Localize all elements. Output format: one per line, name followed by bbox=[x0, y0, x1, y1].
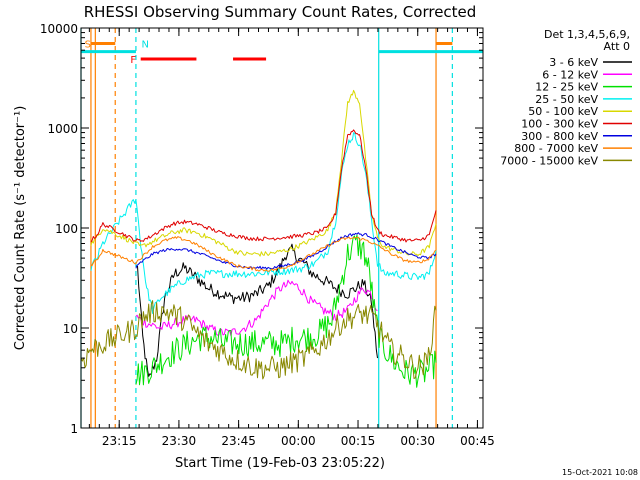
y-tick-label: 10 bbox=[63, 322, 78, 336]
legend-header: Det 1,3,4,5,6,9, bbox=[544, 28, 630, 41]
series-line-3 bbox=[90, 132, 437, 314]
legend-label: 800 - 7000 keV bbox=[514, 142, 598, 155]
series-line-7 bbox=[90, 236, 437, 272]
chart-title: RHESSI Observing Summary Count Rates, Co… bbox=[84, 3, 477, 21]
legend-label: 100 - 300 keV bbox=[521, 118, 598, 131]
series-line-2 bbox=[135, 234, 437, 388]
flag-label: S bbox=[85, 39, 91, 50]
plot-flags: S NF bbox=[81, 39, 483, 66]
legend-label: 7000 - 15000 keV bbox=[500, 154, 598, 167]
x-tick-label: 00:00 bbox=[281, 434, 316, 448]
x-tick-label: 23:15 bbox=[102, 434, 137, 448]
timestamp: 15-Oct-2021 10:08 bbox=[562, 468, 638, 477]
y-axis-label: Corrected Count Rate (s⁻¹ detector⁻¹) bbox=[13, 106, 28, 351]
series-line-8 bbox=[80, 300, 437, 380]
plot-series bbox=[80, 89, 437, 388]
series-line-5 bbox=[90, 129, 437, 243]
legend-label: 3 - 6 keV bbox=[549, 56, 598, 69]
x-tick-label: 00:15 bbox=[341, 434, 376, 448]
series-line-6 bbox=[135, 232, 437, 270]
x-tick-label: 00:30 bbox=[400, 434, 435, 448]
flag-label: F bbox=[130, 55, 136, 66]
y-tick-label: 100 bbox=[55, 222, 78, 236]
y-tick-label: 10000 bbox=[40, 22, 78, 36]
series-line-4 bbox=[90, 89, 437, 257]
legend-label: 50 - 100 keV bbox=[528, 105, 598, 118]
x-tick-label: 00:45 bbox=[460, 434, 495, 448]
x-tick-label: 23:45 bbox=[221, 434, 256, 448]
legend-header: Att 0 bbox=[604, 40, 630, 53]
legend-label: 300 - 800 keV bbox=[521, 130, 598, 143]
legend-label: 25 - 50 keV bbox=[535, 93, 598, 106]
axis-tick-labels: 23:15 23:30 23:45 00:00 00:15 00:30 00:45 1 10 10… bbox=[40, 22, 495, 448]
y-tick-label: 1 bbox=[70, 422, 78, 436]
x-axis-label: Start Time (19-Feb-03 23:05:22) bbox=[175, 456, 385, 471]
axis-ticks bbox=[81, 27, 483, 429]
series-line-0 bbox=[137, 243, 378, 377]
y-tick-label: 1000 bbox=[47, 122, 78, 136]
x-tick-label: 23:30 bbox=[162, 434, 197, 448]
legend-label: 12 - 25 keV bbox=[535, 81, 598, 94]
flag-label: N bbox=[141, 39, 148, 50]
legend-label: 6 - 12 keV bbox=[542, 68, 598, 81]
